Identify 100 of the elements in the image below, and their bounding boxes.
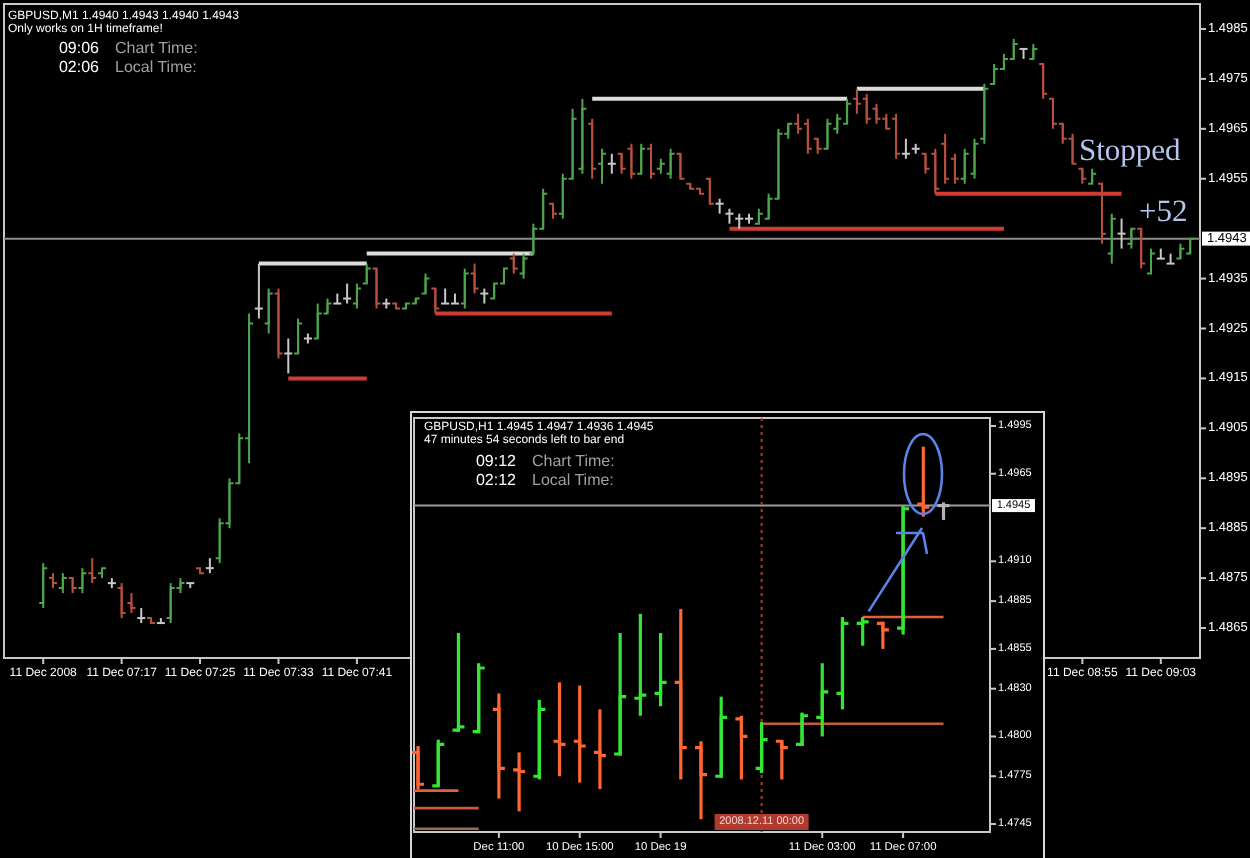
candlestick — [1116, 217, 1127, 250]
candlestick — [969, 137, 980, 180]
annotation: Local Time: — [115, 58, 197, 76]
candlestick — [606, 152, 617, 175]
candlestick — [420, 272, 431, 295]
candlestick — [632, 612, 648, 718]
candlestick — [116, 582, 127, 620]
candlestick — [1018, 47, 1029, 60]
candlestick — [1165, 252, 1176, 265]
candlestick — [508, 252, 519, 275]
candlestick — [430, 287, 441, 315]
candlestick — [959, 147, 970, 185]
candlestick — [754, 720, 770, 775]
candlestick — [794, 710, 810, 748]
candlestick — [77, 567, 88, 595]
candlestick — [989, 62, 1000, 85]
candlestick — [646, 142, 657, 180]
candlestick — [1038, 62, 1049, 100]
annotation: 02:06 — [58, 58, 101, 76]
candlestick — [410, 744, 426, 791]
candlestick — [915, 445, 931, 519]
candlestick — [572, 683, 588, 785]
candlestick — [1106, 212, 1117, 265]
candlestick — [842, 97, 853, 125]
candlestick — [342, 282, 353, 305]
candlestick — [38, 562, 49, 610]
candlestick — [665, 147, 676, 180]
candlestick — [1155, 247, 1166, 260]
candlestick — [263, 287, 274, 335]
candlestick — [940, 132, 951, 185]
annotation: 02:12 — [475, 471, 518, 489]
annotation: 09:12 — [475, 452, 518, 470]
candlestick — [891, 112, 902, 160]
candlestick — [802, 117, 813, 155]
candlestick — [587, 117, 598, 180]
candlestick — [511, 750, 527, 813]
candlestick — [518, 252, 529, 280]
candlestick — [822, 117, 833, 150]
candlestick — [351, 282, 362, 310]
candlestick — [491, 691, 507, 801]
candlestick — [273, 287, 284, 360]
candlestick — [704, 177, 715, 205]
candlestick — [979, 82, 990, 145]
annotation: Local Time: — [532, 471, 614, 489]
candlestick — [871, 102, 882, 125]
candlestick — [920, 152, 931, 175]
candlestick — [895, 503, 911, 637]
candlestick — [875, 620, 891, 651]
candlestick — [592, 707, 608, 791]
candlestick — [612, 631, 628, 758]
candlestick — [1096, 182, 1107, 245]
candlestick — [597, 147, 607, 185]
candlestick — [1136, 227, 1147, 270]
candlestick — [551, 680, 568, 778]
annotation: Stopped — [1079, 134, 1182, 168]
candlestick — [693, 739, 709, 821]
candlestick — [851, 87, 862, 115]
candlestick — [652, 631, 669, 708]
candlestick — [675, 152, 686, 180]
candlestick — [814, 661, 830, 739]
annotation: 09:06 — [58, 39, 101, 58]
candlestick — [57, 572, 68, 595]
candlestick — [733, 714, 750, 782]
candlestick — [616, 152, 627, 175]
candlestick — [861, 92, 872, 125]
candlestick — [361, 262, 372, 285]
candlestick — [930, 147, 941, 195]
candlestick — [430, 738, 446, 788]
candlestick — [673, 607, 689, 782]
candlestick — [774, 739, 790, 782]
candlestick — [531, 698, 547, 782]
candlestick — [636, 142, 647, 175]
candlestick — [283, 337, 294, 375]
candlestick — [449, 292, 460, 305]
candlestick — [450, 631, 467, 734]
candlestick — [1126, 227, 1137, 250]
candlestick — [793, 112, 804, 135]
annotation: Chart Time: — [532, 452, 615, 470]
candlestick — [834, 615, 851, 711]
candlestick — [832, 112, 843, 135]
candlestick — [459, 267, 470, 310]
candlestick — [949, 152, 960, 185]
candlestick — [332, 292, 343, 305]
annotation: +52 — [1139, 194, 1188, 229]
candlestick — [293, 317, 304, 355]
candlestick — [440, 287, 451, 305]
candlestick — [855, 615, 871, 648]
candlestick — [469, 262, 480, 295]
candlestick — [87, 557, 98, 585]
candlestick — [577, 97, 588, 175]
candlestick — [253, 262, 264, 320]
candlestick — [900, 137, 911, 160]
candlestick — [626, 142, 637, 180]
candlestick — [371, 267, 382, 310]
candlestick — [713, 695, 729, 780]
candlestick — [1145, 247, 1156, 275]
candlestick — [471, 661, 487, 735]
candlestick — [126, 592, 137, 615]
candlestick — [165, 582, 176, 625]
annotation: Chart Time: — [115, 39, 198, 58]
